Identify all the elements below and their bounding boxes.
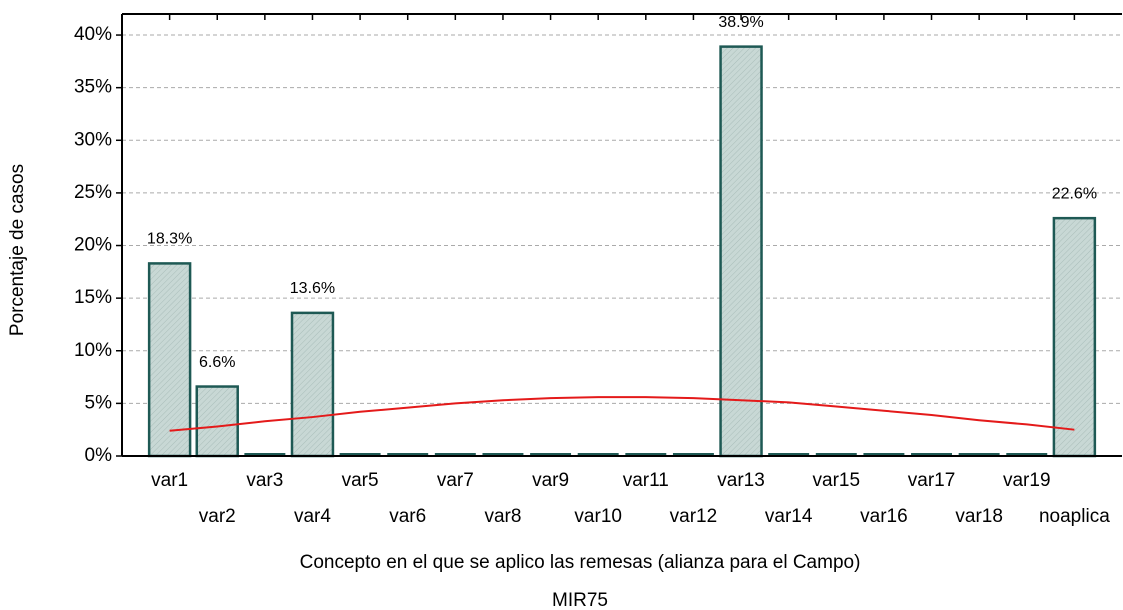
x-tick-label: var10 (574, 506, 622, 527)
y-tick-label: 30% (74, 129, 112, 150)
x-tick-label: var2 (199, 506, 236, 527)
y-tick-label: 35% (74, 77, 112, 98)
x-tick-label: var13 (717, 470, 765, 491)
x-tick-label: var6 (389, 506, 426, 527)
bar (815, 453, 857, 456)
x-tick-label: var8 (484, 506, 521, 527)
value-label: 6.6% (199, 354, 235, 371)
x-tick-label: var12 (670, 506, 718, 527)
value-label: 18.3% (147, 231, 192, 248)
x-tick-label: var19 (1003, 470, 1051, 491)
y-tick-label: 0% (85, 445, 113, 466)
bar (911, 453, 952, 456)
bar (147, 262, 192, 458)
x-tick-label: var3 (246, 470, 283, 491)
bar (958, 453, 1000, 456)
value-label: 13.6% (290, 280, 335, 297)
x-tick-label: var17 (908, 470, 956, 491)
x-tick-label: var18 (955, 506, 1003, 527)
bar (768, 453, 810, 456)
bar (672, 453, 714, 456)
fit-curve (169, 396, 1075, 432)
bar (244, 453, 286, 456)
bar (577, 453, 619, 456)
value-label: 22.6% (1052, 185, 1097, 202)
y-tick-label: 25% (74, 182, 112, 203)
x-tick-label: noaplica (1039, 506, 1110, 527)
x-tick-label: var1 (151, 470, 188, 491)
bar (863, 453, 905, 456)
x-tick-label: var14 (765, 506, 813, 527)
x-tick-label: var11 (623, 470, 669, 491)
chart-subtitle: MIR75 (552, 590, 608, 610)
x-tick-label: var4 (294, 506, 331, 527)
y-tick-label: 15% (74, 287, 112, 308)
y-tick-label: 5% (85, 392, 113, 413)
x-tick-label: var7 (437, 470, 474, 491)
bar (1006, 453, 1048, 456)
x-axis-title: Concepto en el que se aplico las remesas… (300, 552, 861, 573)
bar (1052, 216, 1097, 458)
y-tick-label: 40% (74, 24, 112, 45)
x-tick-label: var5 (342, 470, 379, 491)
x-tick-label: var15 (813, 470, 861, 491)
bar (530, 453, 572, 456)
bar (290, 311, 335, 458)
bar (719, 45, 763, 458)
bar (434, 453, 476, 456)
bar (387, 453, 429, 456)
x-tick-label: var9 (532, 470, 569, 491)
y-tick-label: 10% (74, 340, 112, 361)
bar (195, 385, 239, 458)
bar (482, 453, 524, 456)
bar (339, 453, 381, 456)
value-label: 38.9% (718, 14, 763, 31)
x-tick-label: var16 (860, 506, 908, 527)
y-axis-title: Porcentaje de casos (7, 164, 28, 336)
bar (625, 453, 667, 456)
y-tick-label: 20% (74, 235, 112, 256)
